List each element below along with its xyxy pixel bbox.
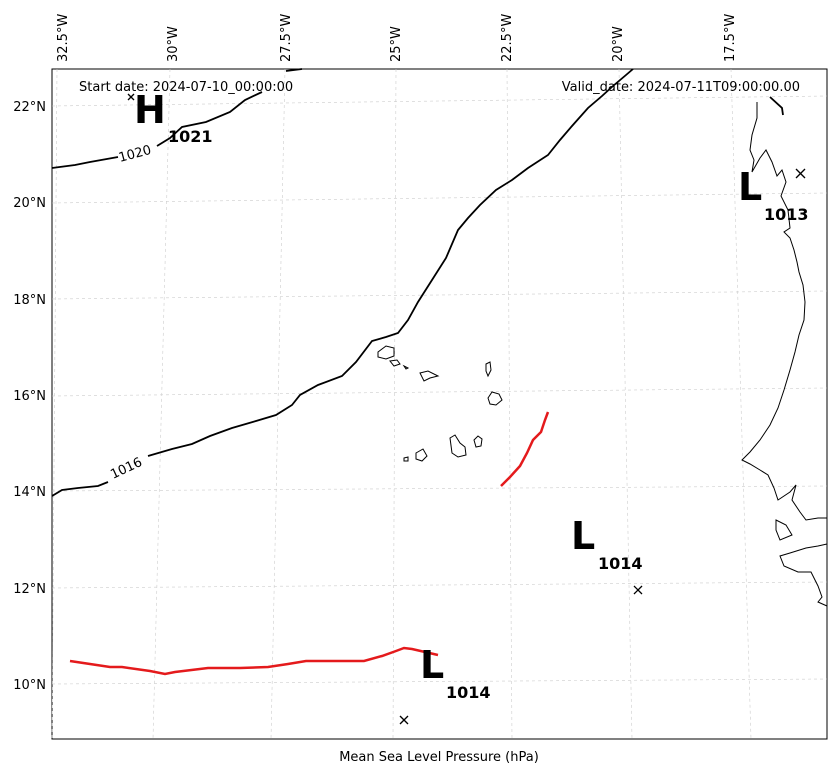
trough-line xyxy=(500,411,550,487)
lat-tick-label: 10°N xyxy=(13,678,46,693)
high-pressure-letter: H xyxy=(134,88,166,132)
lon-tick-label: 30°W xyxy=(166,26,181,62)
coast-estuary xyxy=(775,519,793,541)
island-fogo xyxy=(415,448,428,462)
lon-tick-label: 20°W xyxy=(611,26,626,62)
latitude-tick-labels: 22°N 20°N 18°N 16°N 14°N 12°N 10°N xyxy=(13,100,46,693)
low-pressure-letter: L xyxy=(571,514,595,558)
island-sao-nicolau xyxy=(419,370,440,382)
isobars xyxy=(51,68,784,497)
island-santa-luzia xyxy=(402,364,410,370)
island-santo-antao xyxy=(377,345,395,360)
isobar-top-right xyxy=(769,96,784,116)
valid-date: Valid_date: 2024-07-11T09:00:00.00 xyxy=(562,80,800,95)
graticule xyxy=(51,68,828,740)
pressure-value: 1014 xyxy=(446,683,491,702)
start-date: Start date: 2024-07-10_00:00:00 xyxy=(79,80,293,95)
low-pressure-letter: L xyxy=(420,643,444,687)
lat-tick-label: 22°N xyxy=(13,100,46,115)
trough-line xyxy=(69,646,439,676)
center-marker xyxy=(633,585,643,595)
lon-tick-label: 32.5°W xyxy=(56,14,71,62)
island-maio xyxy=(473,435,483,448)
pressure-value: 1014 xyxy=(598,554,643,573)
center-markers xyxy=(127,93,806,725)
troughs xyxy=(69,411,550,676)
isobar-1020-top xyxy=(285,68,303,72)
lon-tick-label: 25°W xyxy=(389,26,404,62)
low-pressure-letter: L xyxy=(738,165,762,209)
island-boa-vista xyxy=(487,391,503,406)
lon-tick-label: 27.5°W xyxy=(279,14,294,62)
lat-tick-label: 14°N xyxy=(13,485,46,500)
pressure-value: 1021 xyxy=(168,127,213,146)
longitude-tick-labels: 32.5°W 30°W 27.5°W 25°W 22.5°W 20°W 17.5… xyxy=(56,14,738,62)
pressure-value: 1013 xyxy=(764,205,809,224)
island-sao-vicente xyxy=(389,359,401,367)
map-xlabel: Mean Sea Level Pressure (hPa) xyxy=(339,750,539,765)
center-marker xyxy=(399,715,409,725)
island-sal xyxy=(485,361,492,378)
lat-tick-label: 12°N xyxy=(13,582,46,597)
isobar-1020 xyxy=(51,91,263,169)
center-marker xyxy=(127,93,135,101)
lon-tick-label: 17.5°W xyxy=(723,14,738,62)
map-frame xyxy=(51,68,828,740)
cape-verde-islands xyxy=(377,345,503,462)
lat-tick-label: 18°N xyxy=(13,293,46,308)
coastline xyxy=(741,102,828,607)
africa-coastline xyxy=(741,102,828,607)
isobar-1016 xyxy=(51,68,634,497)
island-santiago xyxy=(449,434,467,458)
center-marker xyxy=(795,168,806,179)
lat-tick-label: 16°N xyxy=(13,389,46,404)
lat-tick-label: 20°N xyxy=(13,196,46,211)
lon-tick-label: 22.5°W xyxy=(500,14,515,62)
island-brava xyxy=(403,456,409,462)
